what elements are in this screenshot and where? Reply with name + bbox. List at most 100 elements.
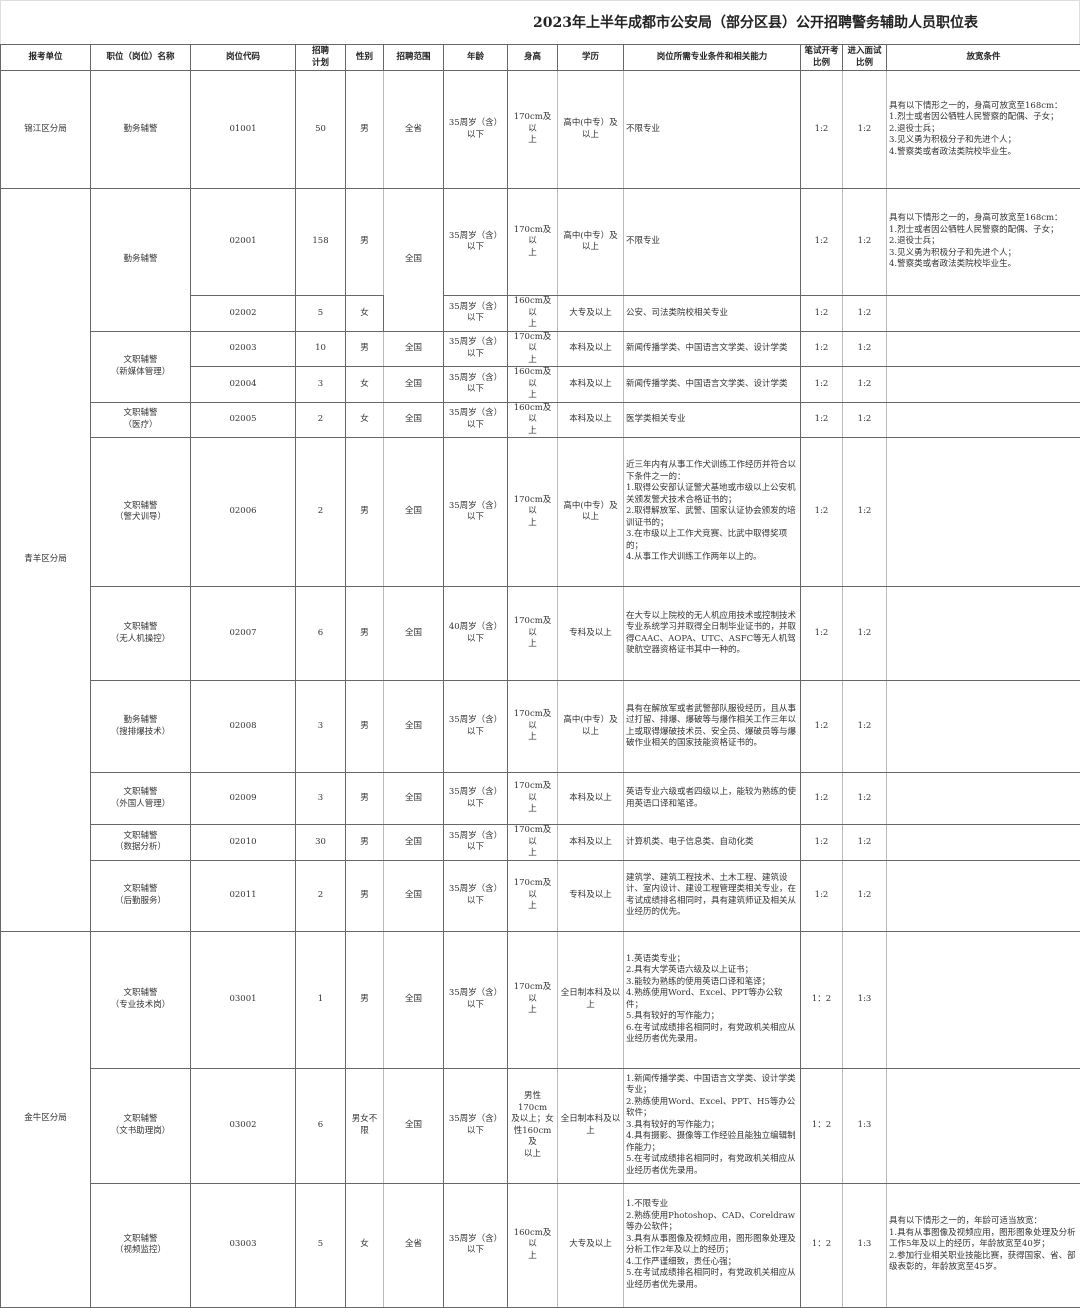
written-ratio: 1:2: [801, 71, 843, 189]
relaxed-conditions: [887, 773, 1080, 825]
hiring-count: 158: [296, 189, 346, 296]
position-code: 02003: [191, 331, 296, 367]
written-ratio: 1:2: [801, 367, 843, 403]
age-requirement: 35周岁（含） 以下: [444, 438, 508, 587]
education-requirement: 高中(中专）及 以上: [558, 189, 624, 296]
header-age: 年龄: [444, 45, 508, 71]
age-requirement: 35周岁（含） 以下: [444, 1183, 508, 1307]
gender: 男: [346, 773, 384, 825]
interview-ratio: 1:2: [843, 189, 887, 296]
interview-ratio: 1:2: [843, 296, 887, 332]
position-code: 02002: [191, 296, 296, 332]
unit-name: 金牛区分局: [1, 931, 91, 1307]
height-requirement: 男性170cm 及以上；女 性160cm及 以上: [508, 1068, 558, 1183]
position-title: 文职辅警: [93, 787, 188, 799]
position-name: 文职辅警（视频监控）: [91, 1183, 191, 1307]
interview-ratio: 1:2: [843, 331, 887, 367]
position-title: 文职辅警: [93, 831, 188, 843]
position-title: 文职辅警: [93, 355, 188, 367]
major-requirement: 近三年内有从事工作犬训练工作经历并符合以下条件之一的： 1.取得公安部认证警犬基…: [624, 438, 801, 587]
written-ratio: 1：2: [801, 1183, 843, 1307]
hiring-count: 6: [296, 587, 346, 681]
interview-ratio: 1:2: [843, 587, 887, 681]
education-requirement: 高中(中专）及 以上: [558, 71, 624, 189]
major-requirement: 具有在解放军或者武警部队服役经历，且从事过打留、排爆、爆破等与爆作相关工作三年以…: [624, 681, 801, 773]
position-code: 02006: [191, 438, 296, 587]
position-title: 勤务辅警: [93, 715, 188, 727]
major-requirement: 1.新闻传播学类、中国语言文学类、设计学类专业； 2.熟练使用Word、Exce…: [624, 1068, 801, 1183]
position-code: 02001: [191, 189, 296, 296]
header-education: 学历: [558, 45, 624, 71]
header-unit: 报考单位: [1, 45, 91, 71]
hiring-scope: 全国: [384, 860, 444, 931]
header-code: 岗位代码: [191, 45, 296, 71]
hiring-count: 3: [296, 681, 346, 773]
relaxed-conditions: 具有以下情形之一的，身高可放宽至168cm： 1.烈士或者因公牺牲人民警察的配偶…: [887, 71, 1080, 189]
height-requirement: 170cm及以 上: [508, 189, 558, 296]
written-ratio: 1:2: [801, 587, 843, 681]
gender: 男: [346, 331, 384, 367]
height-requirement: 170cm及以 上: [508, 331, 558, 367]
major-requirement: 1.英语类专业； 2.具有大学英语六级及以上证书； 3.能较为熟练的使用英语口译…: [624, 931, 801, 1068]
header-major: 岗位所需专业条件和相关能力: [624, 45, 801, 71]
age-requirement: 35周岁（含） 以下: [444, 931, 508, 1068]
height-requirement: 160cm及以 上: [508, 296, 558, 332]
education-requirement: 本科及以上: [558, 367, 624, 403]
hiring-count: 6: [296, 1068, 346, 1183]
height-requirement: 170cm及以 上: [508, 931, 558, 1068]
relaxed-conditions: [887, 1068, 1080, 1183]
written-ratio: 1:2: [801, 860, 843, 931]
education-requirement: 专科及以上: [558, 587, 624, 681]
gender: 男: [346, 931, 384, 1068]
relaxed-conditions: [887, 681, 1080, 773]
interview-ratio: 1:2: [843, 860, 887, 931]
age-requirement: 35周岁（含） 以下: [444, 71, 508, 189]
position-title: 文职辅警: [93, 884, 188, 896]
major-requirement: 医学类相关专业: [624, 402, 801, 438]
interview-ratio: 1:3: [843, 931, 887, 1068]
position-title: 文职辅警: [93, 408, 188, 420]
position-name: 文职辅警（专业技术岗）: [91, 931, 191, 1068]
relaxed-conditions: [887, 825, 1080, 861]
age-requirement: 35周岁（含） 以下: [444, 825, 508, 861]
position-name: 文职辅警（医疗）: [91, 402, 191, 438]
age-requirement: 35周岁（含） 以下: [444, 331, 508, 367]
gender: 男: [346, 71, 384, 189]
age-requirement: 35周岁（含） 以下: [444, 681, 508, 773]
education-requirement: 大专及以上: [558, 1183, 624, 1307]
major-requirement: 英语专业六级或者四级以上，能较为熟练的使用英语口译和笔译。: [624, 773, 801, 825]
age-requirement: 35周岁（含） 以下: [444, 296, 508, 332]
header-scope: 招聘范围: [384, 45, 444, 71]
gender: 男: [346, 587, 384, 681]
gender: 男: [346, 860, 384, 931]
major-requirement: 不限专业: [624, 189, 801, 296]
written-ratio: 1:2: [801, 825, 843, 861]
major-requirement: 在大专以上院校的无人机应用技术或控制技术专业系统学习并取得全日制毕业证书的，并取…: [624, 587, 801, 681]
unit-name: 青羊区分局: [1, 189, 91, 932]
hiring-scope: 全国: [384, 825, 444, 861]
position-code: 03003: [191, 1183, 296, 1307]
education-requirement: 高中(中专）及 以上: [558, 438, 624, 587]
education-requirement: 专科及以上: [558, 860, 624, 931]
gender: 女: [346, 1183, 384, 1307]
interview-ratio: 1:2: [843, 681, 887, 773]
position-name: 文职辅警（新媒体管理）: [91, 331, 191, 402]
major-requirement: 新闻传播学类、中国语言文学类、设计学类: [624, 331, 801, 367]
position-code: 02007: [191, 587, 296, 681]
unit-name: 锦江区分局: [1, 71, 91, 189]
interview-ratio: 1:2: [843, 773, 887, 825]
height-requirement: 170cm及以 上: [508, 860, 558, 931]
position-subtitle: （搜排爆技术）: [93, 727, 188, 739]
interview-ratio: 1:2: [843, 825, 887, 861]
position-name: 文职辅警（无人机操控）: [91, 587, 191, 681]
hiring-count: 2: [296, 860, 346, 931]
gender: 男女不 限: [346, 1068, 384, 1183]
position-code: 02005: [191, 402, 296, 438]
position-title: 文职辅警: [93, 988, 188, 1000]
position-name: 勤务辅警: [91, 189, 191, 332]
page-title: 2023年上半年成都市公安局（部分区县）公开招聘警务辅助人员职位表: [0, 0, 1080, 44]
